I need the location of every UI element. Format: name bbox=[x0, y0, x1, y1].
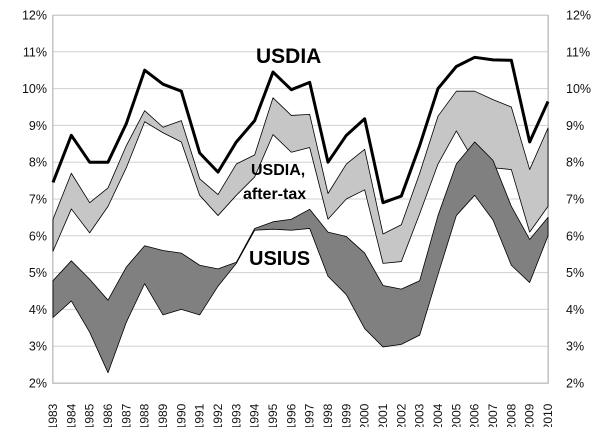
y-tick-label: 7% bbox=[566, 193, 584, 207]
y-tick-label: 9% bbox=[29, 119, 47, 133]
x-tick-label: 2007 bbox=[486, 403, 500, 427]
x-tick-label: 1984 bbox=[64, 403, 78, 427]
x-tick-label: 2004 bbox=[431, 403, 445, 427]
y-axis-left: 2% 3% 4% 5% 6% 7% 8% 9% 10% 11% 12% bbox=[22, 9, 47, 391]
x-tick-label: 1992 bbox=[211, 403, 225, 427]
x-tick-label: 1996 bbox=[284, 403, 298, 427]
y-tick-label: 2% bbox=[29, 377, 47, 391]
x-tick-label: 1991 bbox=[193, 403, 207, 427]
line-usdia bbox=[51, 55, 550, 205]
y-tick-label: 7% bbox=[29, 193, 47, 207]
x-tick-label: 1993 bbox=[229, 403, 243, 427]
y-tick-label: 4% bbox=[566, 303, 584, 317]
x-tick-label: 1983 bbox=[46, 403, 60, 427]
y-tick-label: 10% bbox=[566, 82, 591, 96]
y-tick-label: 4% bbox=[29, 303, 47, 317]
x-tick-label: 1990 bbox=[174, 403, 188, 427]
band-usdia_aftertax bbox=[52, 90, 549, 264]
x-tick-label: 2010 bbox=[541, 403, 555, 427]
x-tick-label: 1998 bbox=[321, 403, 335, 427]
y-tick-label: 2% bbox=[566, 377, 584, 391]
series-label-usdia-aftertax-line2: after-tax bbox=[243, 186, 306, 203]
series-lines bbox=[51, 55, 550, 205]
x-tick-label: 2003 bbox=[413, 403, 427, 427]
y-tick-label: 8% bbox=[29, 156, 47, 170]
series-bands bbox=[52, 90, 549, 374]
x-tick-label: 1995 bbox=[266, 403, 280, 427]
y-tick-label: 12% bbox=[22, 9, 47, 23]
x-tick-label: 1997 bbox=[303, 403, 317, 427]
y-tick-label: 3% bbox=[566, 340, 584, 354]
x-tick-label: 2006 bbox=[468, 403, 482, 427]
y-tick-label: 5% bbox=[566, 266, 584, 280]
x-tick-label: 1985 bbox=[83, 403, 97, 427]
y-tick-label: 6% bbox=[29, 229, 47, 243]
y-tick-label: 6% bbox=[566, 229, 584, 243]
x-tick-label: 2000 bbox=[358, 403, 372, 427]
series-label-usius: USIUS bbox=[249, 248, 310, 270]
x-tick-label: 1989 bbox=[156, 403, 170, 427]
x-axis: 1983 1984 1985 1986 1987 1988 1989 1990 1991 1992… bbox=[46, 403, 555, 427]
y-tick-label: 3% bbox=[29, 340, 47, 354]
y-tick-label: 5% bbox=[29, 266, 47, 280]
x-tick-label: 1986 bbox=[101, 403, 115, 427]
y-tick-label: 8% bbox=[566, 156, 584, 170]
x-tick-label: 2008 bbox=[504, 403, 518, 427]
series-label-usdia: USDIA bbox=[256, 45, 321, 68]
y-axis-right: 2% 3% 4% 5% 6% 7% 8% 9% 10% 11% 12% bbox=[566, 9, 591, 391]
band-usius bbox=[52, 141, 549, 374]
y-tick-label: 12% bbox=[566, 9, 591, 23]
x-tick-label: 2009 bbox=[523, 403, 537, 427]
x-tick-label: 2002 bbox=[394, 403, 408, 427]
y-tick-label: 9% bbox=[566, 119, 584, 133]
x-tick-label: 1999 bbox=[339, 403, 353, 427]
y-tick-label: 11% bbox=[23, 45, 47, 59]
x-tick-label: 1994 bbox=[248, 403, 262, 427]
x-tick-label: 2001 bbox=[376, 403, 390, 427]
y-tick-label: 10% bbox=[22, 82, 47, 96]
x-tick-label: 1988 bbox=[138, 403, 152, 427]
y-tick-label: 11% bbox=[566, 45, 590, 59]
series-label-usdia-aftertax-line1: USDIA, bbox=[251, 162, 305, 179]
x-tick-label: 1987 bbox=[119, 403, 133, 427]
x-tick-label: 2005 bbox=[449, 403, 463, 427]
